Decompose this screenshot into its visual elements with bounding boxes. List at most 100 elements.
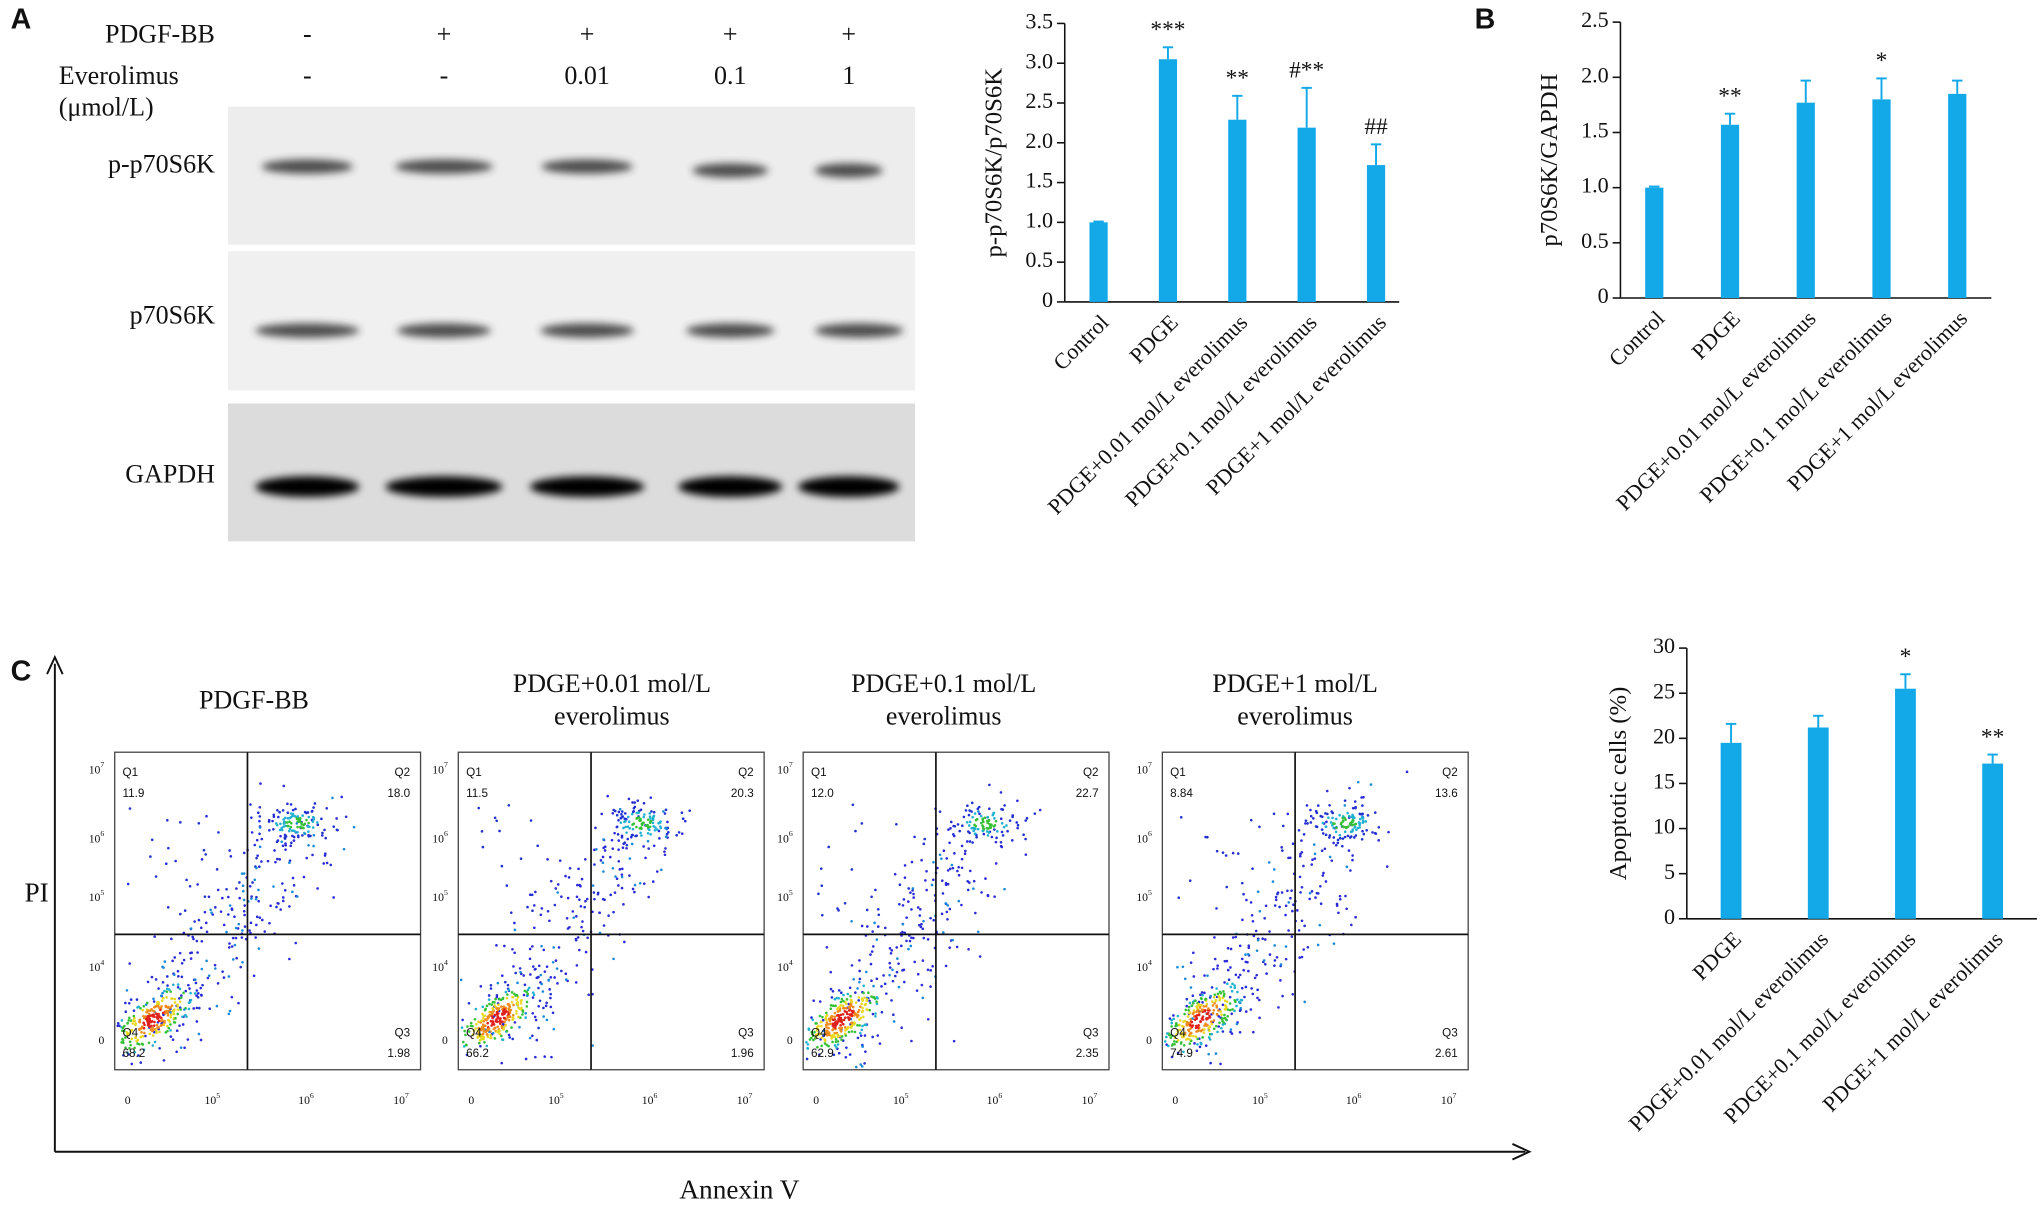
flow-event <box>1225 982 1229 986</box>
flow-event <box>1199 1029 1203 1033</box>
flow-event <box>527 986 531 990</box>
flow-event <box>163 989 166 993</box>
flow-event <box>1253 976 1257 980</box>
flow-event <box>160 1023 164 1027</box>
flow-event <box>851 1011 855 1014</box>
flow-event <box>1171 1034 1174 1038</box>
flow-event <box>652 810 656 814</box>
flow-event <box>294 941 298 945</box>
flow-event <box>1211 1011 1215 1015</box>
flow-event <box>1263 916 1266 920</box>
flow-event <box>602 838 605 841</box>
flow-event <box>501 996 505 1000</box>
flow-event <box>165 987 169 991</box>
flow-event <box>1210 1022 1214 1026</box>
flow-event <box>241 929 244 932</box>
flow-event <box>307 815 311 819</box>
flow-event <box>1226 946 1230 950</box>
flow-event <box>1366 814 1370 817</box>
flow-event <box>1240 881 1244 885</box>
flow-event <box>617 884 620 887</box>
flow-event <box>838 1009 841 1013</box>
flow-event <box>1187 1028 1190 1032</box>
flow-event <box>511 995 514 999</box>
flow-event <box>535 976 539 980</box>
flow-event <box>639 808 643 812</box>
flow-event <box>1351 823 1354 827</box>
flow-event <box>1192 951 1195 955</box>
flow-event <box>152 1000 156 1003</box>
flow-event <box>618 807 622 811</box>
flow-event <box>495 944 498 947</box>
flow-event <box>164 1031 168 1034</box>
flow-event <box>497 1003 500 1007</box>
flow-event <box>120 1029 124 1033</box>
flow-event <box>307 830 310 833</box>
flow-event <box>1016 823 1020 827</box>
flow-event <box>179 1008 183 1011</box>
flow-y-tick: 105 <box>1136 888 1152 904</box>
flow-y-tick: 107 <box>777 760 793 776</box>
flow-event <box>279 908 282 911</box>
flow-event <box>1275 956 1279 959</box>
flow-event <box>857 996 861 999</box>
flow-event <box>944 902 947 905</box>
flow-x-tick: 105 <box>1252 1091 1268 1107</box>
flow-event <box>274 822 278 825</box>
flow-event <box>888 947 892 950</box>
flow-event <box>151 1044 155 1047</box>
flow-event <box>155 1029 158 1032</box>
flow-event <box>1281 994 1284 998</box>
quadrant-name: Q4 <box>123 1026 139 1039</box>
flow-event <box>296 825 299 829</box>
flow-event <box>1311 858 1314 862</box>
flow-event <box>580 925 583 929</box>
flow-event <box>576 883 579 887</box>
flow-event <box>1354 915 1357 919</box>
flow-event <box>1238 1030 1242 1034</box>
flow-event <box>274 860 277 864</box>
flow-event <box>683 819 687 823</box>
flow-event <box>1176 1051 1180 1055</box>
flow-event <box>140 1025 144 1028</box>
flow-event <box>805 1057 809 1061</box>
flow-event <box>915 989 919 992</box>
flow-event <box>494 997 497 1001</box>
flow-event <box>1191 1017 1194 1020</box>
flow-event <box>176 983 180 986</box>
flow-event <box>200 858 204 861</box>
flow-event <box>944 881 948 885</box>
flow-event <box>1272 868 1276 871</box>
flow-event <box>1207 1026 1210 1030</box>
flow-event <box>1015 821 1019 824</box>
bar <box>1796 102 1815 299</box>
flow-event <box>858 1005 862 1008</box>
flow-event <box>554 959 558 962</box>
flow-event <box>519 1002 523 1005</box>
flow-event <box>487 994 491 997</box>
flow-event <box>1222 1021 1225 1024</box>
flow-event <box>911 889 914 892</box>
flow-event <box>1189 1027 1192 1030</box>
flow-event <box>1303 924 1306 928</box>
flow-event <box>1237 976 1240 979</box>
flow-event <box>1337 911 1340 915</box>
flow-event <box>127 1019 131 1022</box>
flow-event <box>628 857 632 860</box>
flow-event <box>1319 902 1323 905</box>
flow-y-tick: 105 <box>89 888 105 904</box>
flow-event <box>837 989 841 992</box>
flow-event <box>1238 973 1242 977</box>
flow-event <box>1220 1013 1223 1017</box>
flow-event <box>287 829 291 833</box>
flow-event <box>286 816 290 820</box>
blot-band <box>385 476 503 498</box>
flow-event <box>863 1034 867 1037</box>
flow-event <box>1290 935 1294 938</box>
tick-exponent: 6 <box>444 829 448 838</box>
flow-event <box>248 884 252 888</box>
flow-event <box>1321 821 1325 825</box>
flow-event <box>911 887 915 890</box>
flow-event <box>288 820 291 824</box>
x-tick-label: Control <box>1604 306 1669 371</box>
